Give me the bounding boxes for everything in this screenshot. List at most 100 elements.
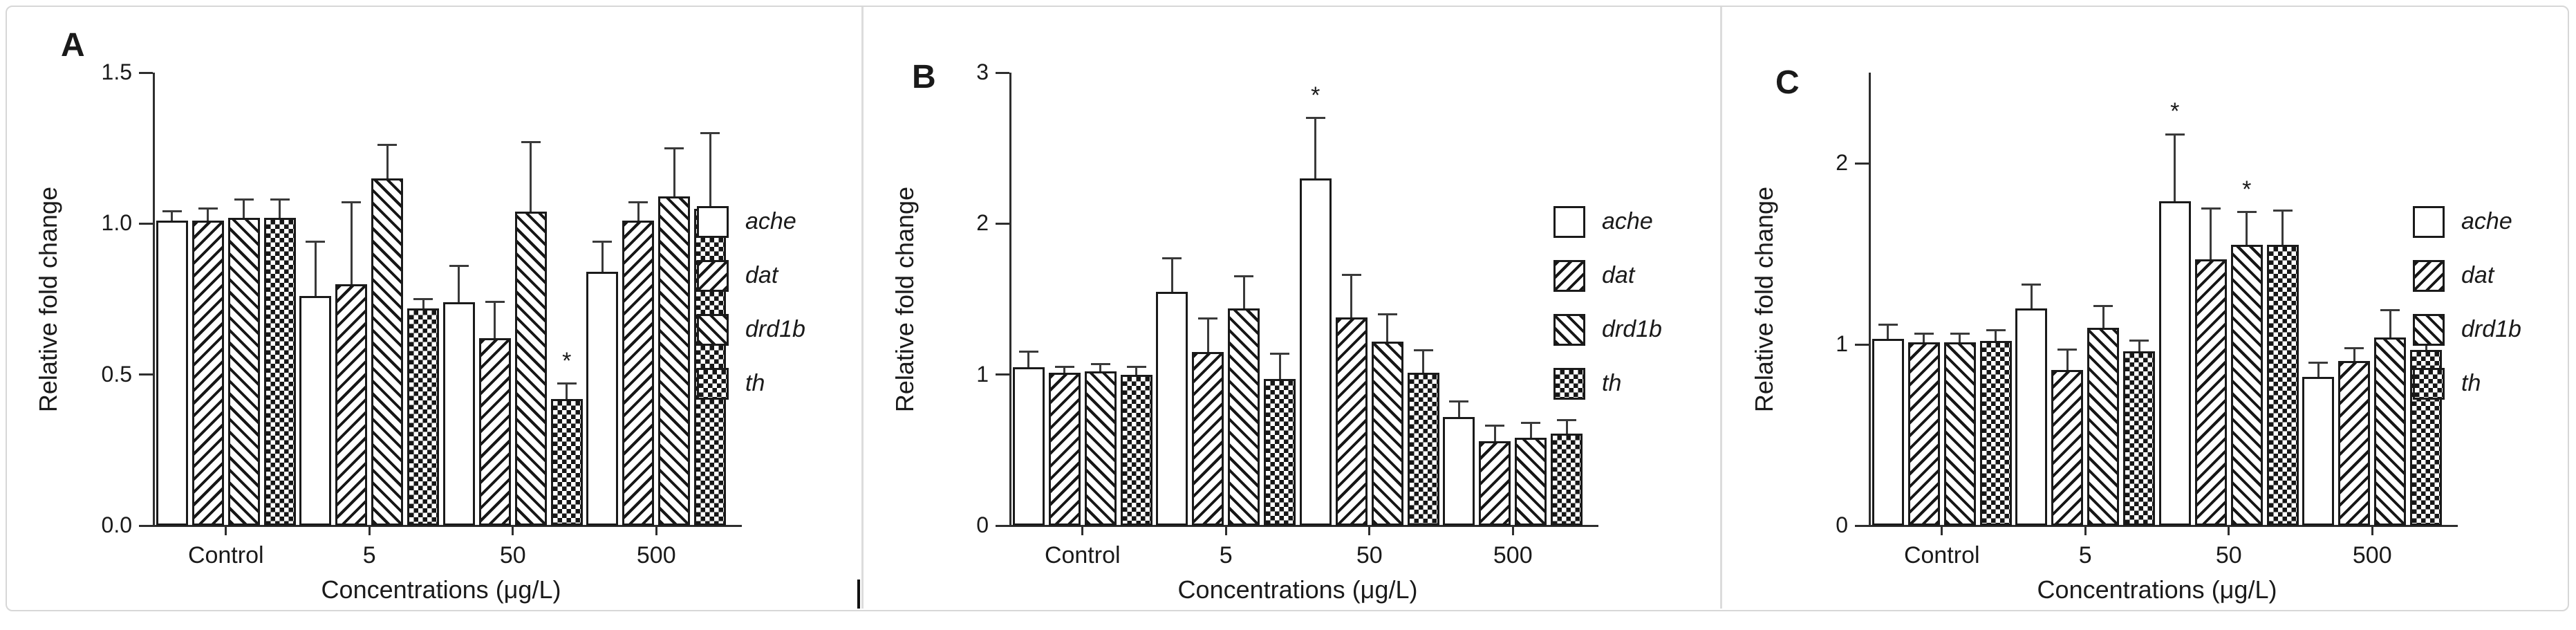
y-tick-label: 2 <box>1836 150 1848 175</box>
bar-drd1b-5 <box>371 178 404 526</box>
bar-th-50 <box>1407 373 1439 526</box>
error-bar-line <box>709 133 711 209</box>
error-bar-line <box>2174 134 2176 202</box>
x-axis-line <box>153 525 742 527</box>
x-axis-title: Concentrations (μg/L) <box>1177 575 1418 604</box>
bar-th-50 <box>2266 244 2299 526</box>
legend-swatch-th <box>697 368 729 400</box>
legend-swatch-ache <box>697 206 729 238</box>
bar-dat-50 <box>1335 317 1368 526</box>
legend-label-ache: ache <box>1602 208 1653 234</box>
y-tick-label: 1 <box>976 361 989 387</box>
error-bar-line <box>1959 333 1961 343</box>
bar-th-500 <box>694 208 727 526</box>
x-tick-mark <box>368 527 371 535</box>
y-tick-mark <box>996 71 1009 74</box>
bar-ache-5 <box>1156 291 1188 526</box>
y-tick-label: 1.0 <box>101 210 132 236</box>
error-bar-cap <box>270 198 290 201</box>
error-bar-line <box>2030 284 2033 308</box>
error-bar-cap <box>1054 366 1074 369</box>
y-tick-label: 0 <box>1836 512 1848 537</box>
legend-label-dat: dat <box>745 262 778 288</box>
bar-dat-500 <box>1479 441 1511 526</box>
legend-swatch-dat <box>697 260 729 292</box>
x-category-label: 50 <box>499 542 526 568</box>
error-bar-line <box>637 202 640 221</box>
legend-swatch-drd1b <box>2413 314 2445 346</box>
legend-label-th: th <box>2461 370 2481 396</box>
error-bar-line <box>2353 348 2355 361</box>
error-bar-line <box>2102 306 2104 328</box>
y-tick-mark <box>139 71 153 74</box>
bar-dat-500 <box>2338 360 2371 526</box>
bar-ache-5 <box>299 296 332 526</box>
bar-dat-Control <box>192 220 224 526</box>
error-bar-line <box>1422 350 1425 373</box>
x-tick-mark <box>1511 527 1514 535</box>
error-bar-cap <box>2201 207 2221 210</box>
bar-drd1b-Control <box>1084 371 1117 526</box>
y-tick-label: 1 <box>1836 331 1848 356</box>
x-category-label: Control <box>1903 542 1980 568</box>
error-bar-cap <box>1162 257 1182 260</box>
error-bar-line <box>601 241 604 272</box>
error-bar-line <box>1350 275 1353 317</box>
error-bar-line <box>1242 276 1245 308</box>
bar-dat-50 <box>2194 259 2227 526</box>
x-category-label: 500 <box>1493 542 1533 568</box>
bar-drd1b-50 <box>1371 341 1403 526</box>
bar-drd1b-50 <box>2230 244 2263 526</box>
bar-drd1b-500 <box>658 196 691 526</box>
error-bar-line <box>1063 367 1066 373</box>
y-axis-line <box>153 73 155 526</box>
legend-swatch-dat <box>1553 260 1585 292</box>
legend-label-dat: dat <box>2461 262 2494 288</box>
error-bar-line <box>1887 324 1889 340</box>
error-bar-cap <box>306 241 326 243</box>
bar-drd1b-Control <box>227 217 260 526</box>
error-bar-line <box>2210 208 2212 259</box>
error-bar-cap <box>1521 422 1541 425</box>
y-tick-mark <box>139 373 153 376</box>
panel-c: C Relative fold change 0 1 2 Control 5 50 500 * * C… <box>1721 0 2570 630</box>
legend-label-drd1b: drd1b <box>745 316 805 342</box>
y-axis-title: Relative fold change <box>890 186 919 412</box>
error-bar-cap <box>2093 305 2113 308</box>
error-bar-cap <box>2380 308 2400 311</box>
error-bar-line <box>2389 310 2391 337</box>
x-category-label: 5 <box>2078 542 2092 568</box>
legend-label-ache: ache <box>2461 208 2512 234</box>
y-axis-line <box>1009 73 1011 526</box>
x-tick-mark <box>2084 527 2087 535</box>
x-tick-mark <box>1224 527 1227 535</box>
bar-dat-5 <box>2051 369 2084 526</box>
legend-swatch-dat <box>2413 260 2445 292</box>
y-axis-title: Relative fold change <box>1750 186 1778 412</box>
y-tick-label: 3 <box>976 59 989 84</box>
legend-swatch-th <box>1553 368 1585 400</box>
panel-letter: A <box>61 27 86 64</box>
error-bar-cap <box>2165 133 2185 136</box>
error-bar-line <box>1027 351 1030 367</box>
error-bar-line <box>2066 349 2069 370</box>
significance-asterisk: * <box>562 347 572 374</box>
x-category-label: 500 <box>2352 542 2392 568</box>
bar-drd1b-50 <box>514 211 547 526</box>
error-bar-cap <box>592 241 613 243</box>
error-bar-cap <box>1341 274 1361 277</box>
error-bar-line <box>1565 420 1568 434</box>
error-bar-line <box>2246 212 2248 245</box>
y-tick-mark <box>139 222 153 225</box>
bar-drd1b-5 <box>1228 308 1260 526</box>
bar-ache-Control <box>156 220 188 526</box>
error-bar-cap <box>377 144 398 147</box>
error-bar-cap <box>1305 117 1325 119</box>
legend-label-ache: ache <box>745 208 796 234</box>
x-tick-mark <box>225 527 227 535</box>
x-category-label: 5 <box>1219 542 1233 568</box>
y-tick-mark <box>1855 524 1869 527</box>
x-axis-title: Concentrations (μg/L) <box>321 575 561 604</box>
error-bar-line <box>1493 425 1496 441</box>
y-tick-label: 1.5 <box>101 59 132 84</box>
